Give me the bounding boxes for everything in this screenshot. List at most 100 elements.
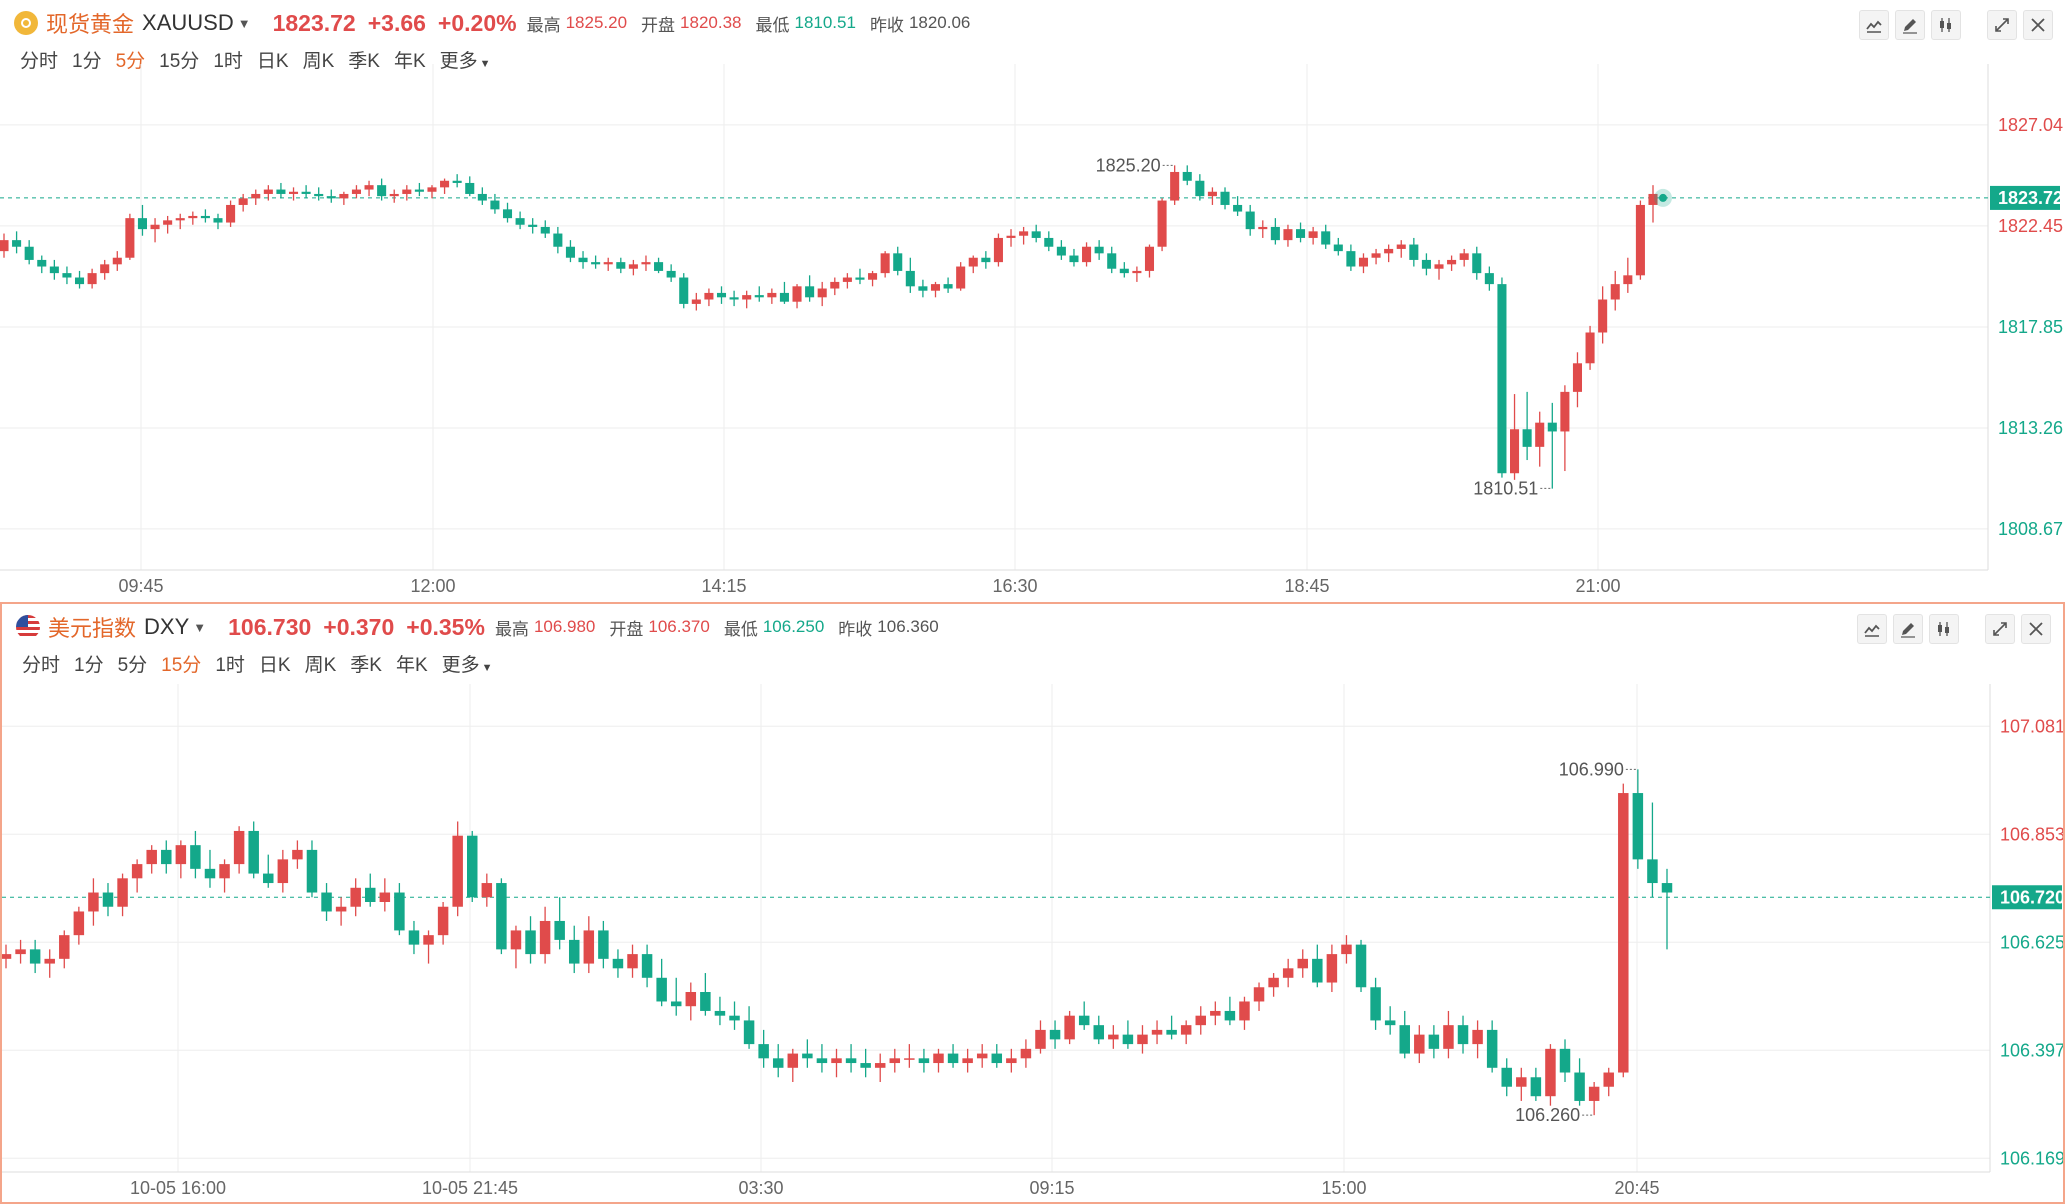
dxy-symbol-select[interactable]: DXY — [144, 614, 190, 639]
candle-body — [845, 1058, 857, 1064]
x-tick-label: 10-05 21:45 — [422, 1178, 518, 1198]
tab-5[interactable]: 日K — [256, 51, 289, 72]
tab-7[interactable]: 季K — [350, 655, 382, 676]
candlestick-icon[interactable] — [1929, 614, 1959, 644]
candle-body — [62, 273, 72, 278]
candle-body — [277, 859, 289, 884]
line-chart-icon[interactable] — [1859, 10, 1889, 40]
tab-2[interactable]: 5分 — [115, 51, 146, 72]
candlestick-icon[interactable] — [1931, 10, 1961, 40]
chevron-down-icon[interactable]: ▼ — [193, 619, 207, 635]
candle-body — [991, 1053, 1003, 1064]
chevron-down-icon[interactable]: ▼ — [237, 15, 251, 31]
y-tick-label: 1827.04 — [1998, 115, 2063, 135]
candle-body — [1414, 1034, 1425, 1054]
candle-body — [612, 958, 624, 969]
candle-body — [1371, 253, 1381, 258]
tab-8[interactable]: 年K — [395, 655, 428, 676]
tab-3[interactable]: 15分 — [161, 655, 202, 676]
candle-body — [377, 185, 387, 197]
chevron-down-icon[interactable]: ▼ — [481, 662, 493, 674]
candle-body — [440, 180, 450, 188]
gold-change: +3.66 — [367, 9, 426, 36]
tab-1[interactable]: 1分 — [72, 51, 102, 72]
candle-body — [874, 1063, 886, 1068]
candle-body — [213, 218, 223, 223]
tab-9[interactable]: 更多 ▼ — [441, 655, 493, 676]
y-tick-label: 106.397 — [2000, 1040, 2063, 1060]
candle-body — [1270, 226, 1280, 241]
tab-0[interactable]: 分时 — [20, 51, 59, 72]
dxy-prev-value: 106.360 — [877, 617, 939, 636]
candle-body — [226, 204, 236, 223]
high-annotation: 1825.20 — [1096, 155, 1161, 175]
candle-body — [1598, 299, 1608, 333]
tab-0[interactable]: 分时 — [22, 655, 61, 676]
candle-body — [1122, 1034, 1134, 1045]
candle-body — [968, 257, 978, 267]
tab-5[interactable]: 日K — [258, 655, 291, 676]
close-icon[interactable] — [2021, 614, 2051, 644]
candle-body — [137, 218, 147, 230]
tab-2[interactable]: 5分 — [117, 655, 148, 676]
gold-symbol-select[interactable]: XAUUSD — [142, 10, 234, 35]
tab-9[interactable]: 更多 ▼ — [439, 51, 491, 72]
dxy-period-tabs: 分时 1分 5分 15分 1时 日K 周K 季K 年K 更多 ▼ — [22, 650, 507, 677]
candle-body — [288, 191, 299, 194]
candle-body — [1239, 1001, 1250, 1021]
candle-body — [2, 954, 12, 959]
candle-body — [779, 292, 789, 302]
x-tick-label: 09:45 — [118, 576, 163, 596]
candle-body — [1472, 1029, 1483, 1045]
expand-icon[interactable] — [1985, 614, 2015, 644]
pencil-icon[interactable] — [1893, 614, 1923, 644]
candle-body — [1588, 1086, 1600, 1101]
candle-body — [1144, 246, 1155, 271]
gold-candlestick-chart[interactable]: 09:45 12:00 14:15 16:30 18:45 21:00 1827.04 182… — [0, 0, 2065, 602]
tab-3[interactable]: 15分 — [159, 51, 200, 72]
candle-body — [0, 240, 9, 252]
tab-7[interactable]: 季K — [348, 51, 380, 72]
candle-body — [437, 906, 449, 936]
candle-body — [554, 920, 565, 940]
candle-body — [1258, 226, 1268, 230]
candle-body — [1635, 204, 1645, 276]
candle-body — [1522, 429, 1532, 447]
candle-body — [1166, 1029, 1177, 1035]
tab-4[interactable]: 1时 — [213, 51, 243, 72]
x-tick-label: 14:15 — [701, 576, 746, 596]
candle-body — [1355, 944, 1367, 988]
dxy-candlestick-chart[interactable]: 10-05 16:00 10-05 21:45 03:30 09:15 15:00 20:… — [2, 604, 2063, 1202]
candle-body — [1341, 944, 1352, 955]
candle-body — [679, 277, 689, 304]
y-tick-label: 106.169 — [2000, 1148, 2063, 1168]
pencil-icon[interactable] — [1895, 10, 1925, 40]
gold-panel: 现货黄金 XAUUSD ▼ 1823.72 +3.66 +0.20% 最高 18… — [0, 0, 2065, 602]
tab-6[interactable]: 周K — [304, 655, 337, 676]
candle-body — [502, 209, 513, 219]
tab-8[interactable]: 年K — [393, 51, 426, 72]
tab-4[interactable]: 1时 — [215, 655, 245, 676]
gold-high-label: 最高 — [526, 15, 561, 35]
candle-body — [1195, 180, 1205, 197]
line-chart-icon[interactable] — [1857, 614, 1887, 644]
candle-body — [1207, 191, 1217, 197]
candle-body — [414, 189, 424, 192]
candle-body — [496, 883, 507, 950]
candle-body — [59, 935, 70, 959]
dxy-panel: 美元指数 DXY ▼ 106.730 +0.370 +0.35% 最高 106.… — [0, 602, 2065, 1204]
tab-1[interactable]: 1分 — [74, 655, 104, 676]
candle-body — [598, 930, 609, 959]
candle-body — [481, 883, 493, 898]
gold-change-pct: +0.20% — [437, 9, 517, 36]
candle-body — [792, 286, 802, 302]
close-icon[interactable] — [2023, 10, 2053, 40]
tab-6[interactable]: 周K — [302, 51, 335, 72]
candle-body — [1647, 859, 1658, 884]
candle-body — [842, 277, 852, 282]
chevron-down-icon[interactable]: ▼ — [479, 58, 491, 70]
x-tick-label: 12:00 — [410, 576, 455, 596]
candle-body — [1182, 171, 1192, 181]
candle-body — [754, 295, 764, 298]
expand-icon[interactable] — [1987, 10, 2017, 40]
